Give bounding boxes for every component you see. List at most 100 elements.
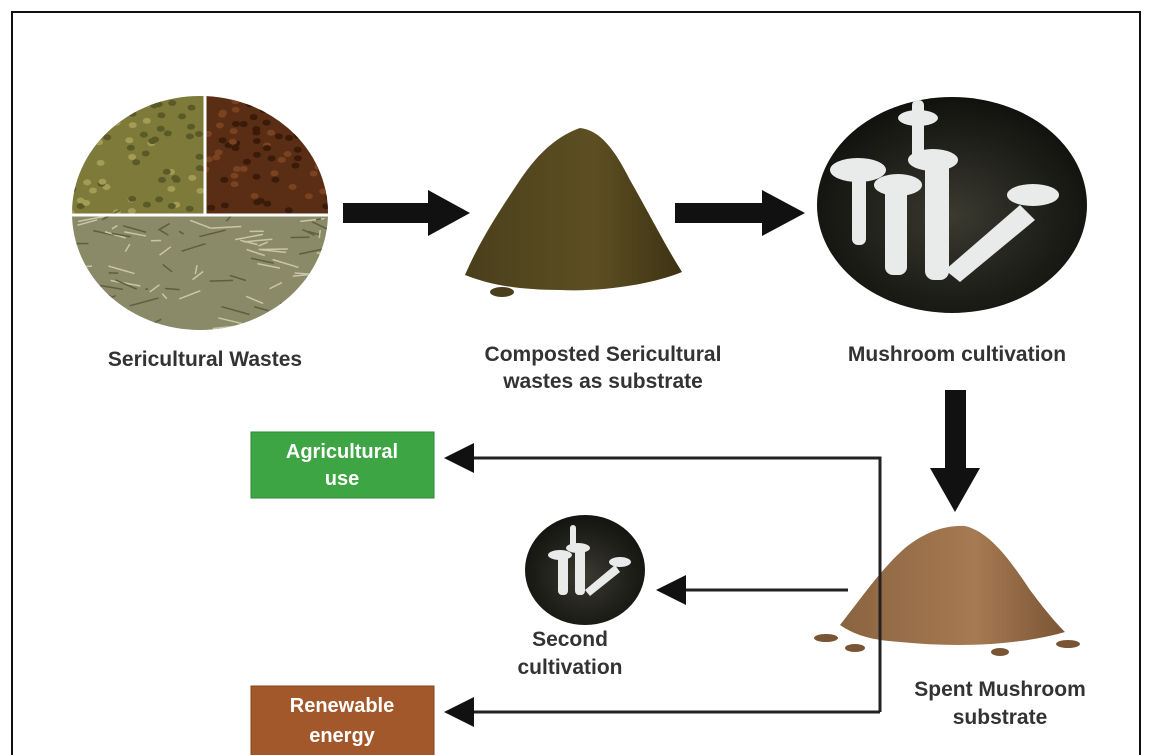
texture — [114, 279, 138, 290]
texture — [212, 154, 221, 161]
texture — [311, 221, 328, 233]
texture — [288, 183, 297, 190]
texture — [155, 196, 164, 203]
texture — [110, 96, 119, 102]
arrow — [930, 390, 980, 512]
texture — [229, 128, 238, 135]
compost-pile — [465, 128, 682, 291]
texture — [141, 150, 150, 157]
texture — [59, 254, 70, 261]
texture — [83, 179, 92, 186]
texture — [293, 155, 302, 162]
texture — [256, 102, 265, 109]
texture — [78, 151, 87, 158]
texture — [289, 312, 298, 320]
texture — [104, 313, 118, 320]
texture — [245, 295, 264, 305]
texture — [242, 158, 251, 165]
texture — [167, 202, 176, 209]
texture — [72, 182, 76, 189]
texture — [302, 228, 316, 237]
texture — [232, 165, 241, 172]
texture — [132, 159, 141, 166]
box-label: use — [325, 468, 359, 490]
spent-pile — [840, 525, 1065, 645]
texture — [280, 302, 306, 313]
texture — [304, 193, 313, 200]
node-label: Composted Sericultural — [485, 343, 722, 366]
node-label: Sericultural Wastes — [108, 348, 302, 371]
texture — [267, 155, 276, 162]
texture — [239, 165, 248, 172]
texture — [167, 185, 176, 192]
texture — [72, 186, 77, 193]
texture — [271, 176, 280, 183]
texture — [77, 100, 86, 107]
texture — [158, 176, 167, 183]
texture — [221, 305, 250, 316]
texture — [78, 145, 87, 152]
texture — [232, 120, 241, 127]
texture — [283, 150, 292, 157]
texture — [178, 230, 185, 235]
texture — [82, 199, 91, 206]
texture — [110, 279, 141, 287]
texture — [239, 96, 248, 102]
spent-crumb — [814, 634, 838, 642]
frame — [11, 11, 1141, 755]
texture — [162, 168, 171, 175]
texture — [240, 239, 258, 246]
texture — [243, 238, 273, 243]
texture — [318, 229, 321, 239]
texture — [77, 219, 98, 226]
texture — [150, 102, 159, 109]
texture — [231, 98, 240, 105]
texture — [125, 101, 134, 108]
texture — [84, 96, 93, 100]
texture — [204, 156, 213, 163]
texture — [96, 294, 107, 305]
texture — [253, 199, 262, 206]
texture — [293, 146, 302, 153]
texture — [284, 134, 293, 141]
texture — [307, 230, 321, 236]
texture — [274, 107, 283, 114]
texture — [230, 181, 239, 188]
renewable-box — [250, 685, 435, 755]
texture — [128, 110, 137, 117]
texture — [211, 225, 242, 229]
texture — [228, 138, 237, 145]
texture — [245, 101, 254, 108]
texture — [215, 122, 224, 129]
texture — [236, 96, 245, 99]
node-label: wastes as substrate — [502, 370, 703, 393]
texture — [73, 122, 82, 129]
texture — [293, 132, 302, 139]
texture — [218, 137, 227, 144]
texture — [192, 270, 204, 281]
texture — [124, 231, 147, 237]
texture — [324, 168, 328, 175]
texture — [77, 111, 86, 118]
texture — [229, 274, 247, 282]
texture — [72, 113, 77, 120]
texture — [157, 112, 166, 119]
texture — [72, 150, 75, 157]
texture — [82, 138, 91, 145]
texture — [214, 149, 223, 156]
texture — [231, 145, 240, 152]
texture — [287, 303, 299, 307]
texture — [178, 290, 201, 300]
texture — [239, 121, 248, 128]
texture — [111, 232, 131, 238]
texture — [98, 178, 107, 185]
texture — [126, 102, 135, 109]
texture — [194, 264, 198, 275]
texture — [324, 171, 328, 178]
texture — [126, 144, 135, 151]
texture — [252, 331, 275, 332]
texture — [304, 112, 313, 119]
texture — [195, 153, 204, 160]
texture — [309, 170, 318, 177]
mushroom-image — [817, 97, 1087, 313]
